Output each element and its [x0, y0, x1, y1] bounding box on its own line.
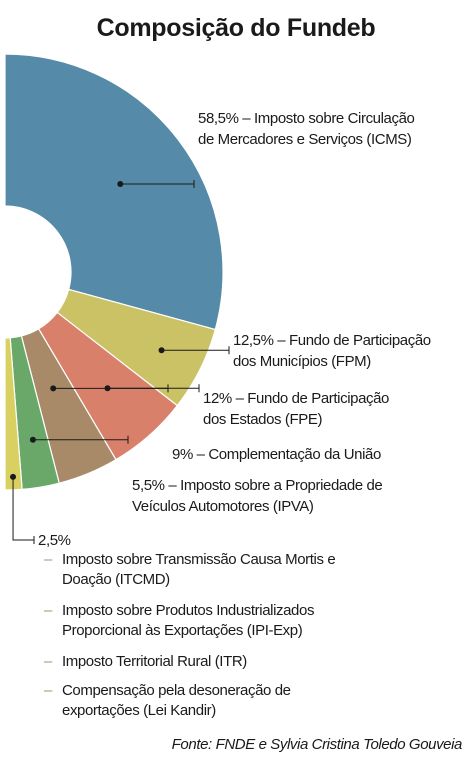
- slice-label-fpm: 12,5% – Fundo de Participação dos Municí…: [233, 330, 431, 372]
- sub-item-lei-kandir: Compensação pela desoneração de exportaç…: [62, 681, 362, 721]
- slice-label-other-line1: 2,5%: [38, 532, 71, 549]
- slice-label-other: 2,5%: [38, 530, 71, 551]
- leader-line-slice-uniao: [50, 384, 169, 393]
- slice-label-fpm-line2: dos Municípios (FPM): [233, 353, 371, 370]
- leader-line-slice-fpm: [158, 346, 230, 355]
- chart-source: Fonte: FNDE e Sylvia Cristina Toledo Gou…: [171, 736, 463, 753]
- slice-label-icms-line1: 58,5% – Imposto sobre Circulação: [198, 110, 415, 127]
- slice-icms: [4, 53, 224, 331]
- slice-label-ipva: 5,5% – Imposto sobre a Propriedade de Ve…: [132, 475, 383, 517]
- slice-label-fpe: 12% – Fundo de Participação dos Estados …: [203, 388, 389, 430]
- sub-item-ipi-exp-line1: Imposto sobre Produtos Industrializados: [62, 602, 315, 619]
- sub-item-lei-kandir-line2: exportações (Lei Kandir): [62, 702, 216, 719]
- sub-item-dash: –: [44, 551, 53, 568]
- slice-label-icms: 58,5% – Imposto sobre Circulação de Merc…: [198, 108, 415, 150]
- leader-line-slice-icms: [117, 180, 195, 189]
- slice-label-uniao: 9% – Complementação da União: [172, 444, 381, 465]
- slice-label-uniao-line1: 9% – Complementação da União: [172, 446, 381, 463]
- leader-line-slice-ipva: [29, 435, 129, 444]
- sub-item-ipi-exp-line2: Proporcional às Exportações (IPI-Exp): [62, 622, 303, 639]
- sub-item-dash: –: [44, 653, 53, 670]
- slice-label-ipva-line2: Veículos Automotores (IPVA): [132, 498, 314, 515]
- slice-label-fpe-line2: dos Estados (FPE): [203, 411, 323, 428]
- sub-item-itr: Imposto Territorial Rural (ITR): [62, 652, 362, 672]
- sub-item-lei-kandir-line1: Compensação pela desoneração de: [62, 682, 291, 699]
- chart-title: Composição do Fundeb: [96, 14, 376, 42]
- slice-label-fpm-line1: 12,5% – Fundo de Participação: [233, 332, 431, 349]
- slice-other: [4, 337, 23, 491]
- sub-item-itcmd: Imposto sobre Transmissão Causa Mortis e…: [62, 550, 362, 590]
- slice-label-fpe-line1: 12% – Fundo de Participação: [203, 390, 389, 407]
- slice-label-ipva-line1: 5,5% – Imposto sobre a Propriedade de: [132, 477, 383, 494]
- sub-item-itcmd-line2: Doação (ITCMD): [62, 571, 170, 588]
- leader-line-slice-other: [10, 473, 35, 544]
- slice-label-icms-line2: de Mercadores e Serviços (ICMS): [198, 131, 412, 148]
- sub-item-itr-line1: Imposto Territorial Rural (ITR): [62, 653, 247, 670]
- sub-item-ipi-exp: Imposto sobre Produtos Industrializados …: [62, 601, 362, 641]
- sub-item-dash: –: [44, 602, 53, 619]
- sub-item-dash: –: [44, 682, 53, 699]
- sub-item-itcmd-line1: Imposto sobre Transmissão Causa Mortis e: [62, 551, 336, 568]
